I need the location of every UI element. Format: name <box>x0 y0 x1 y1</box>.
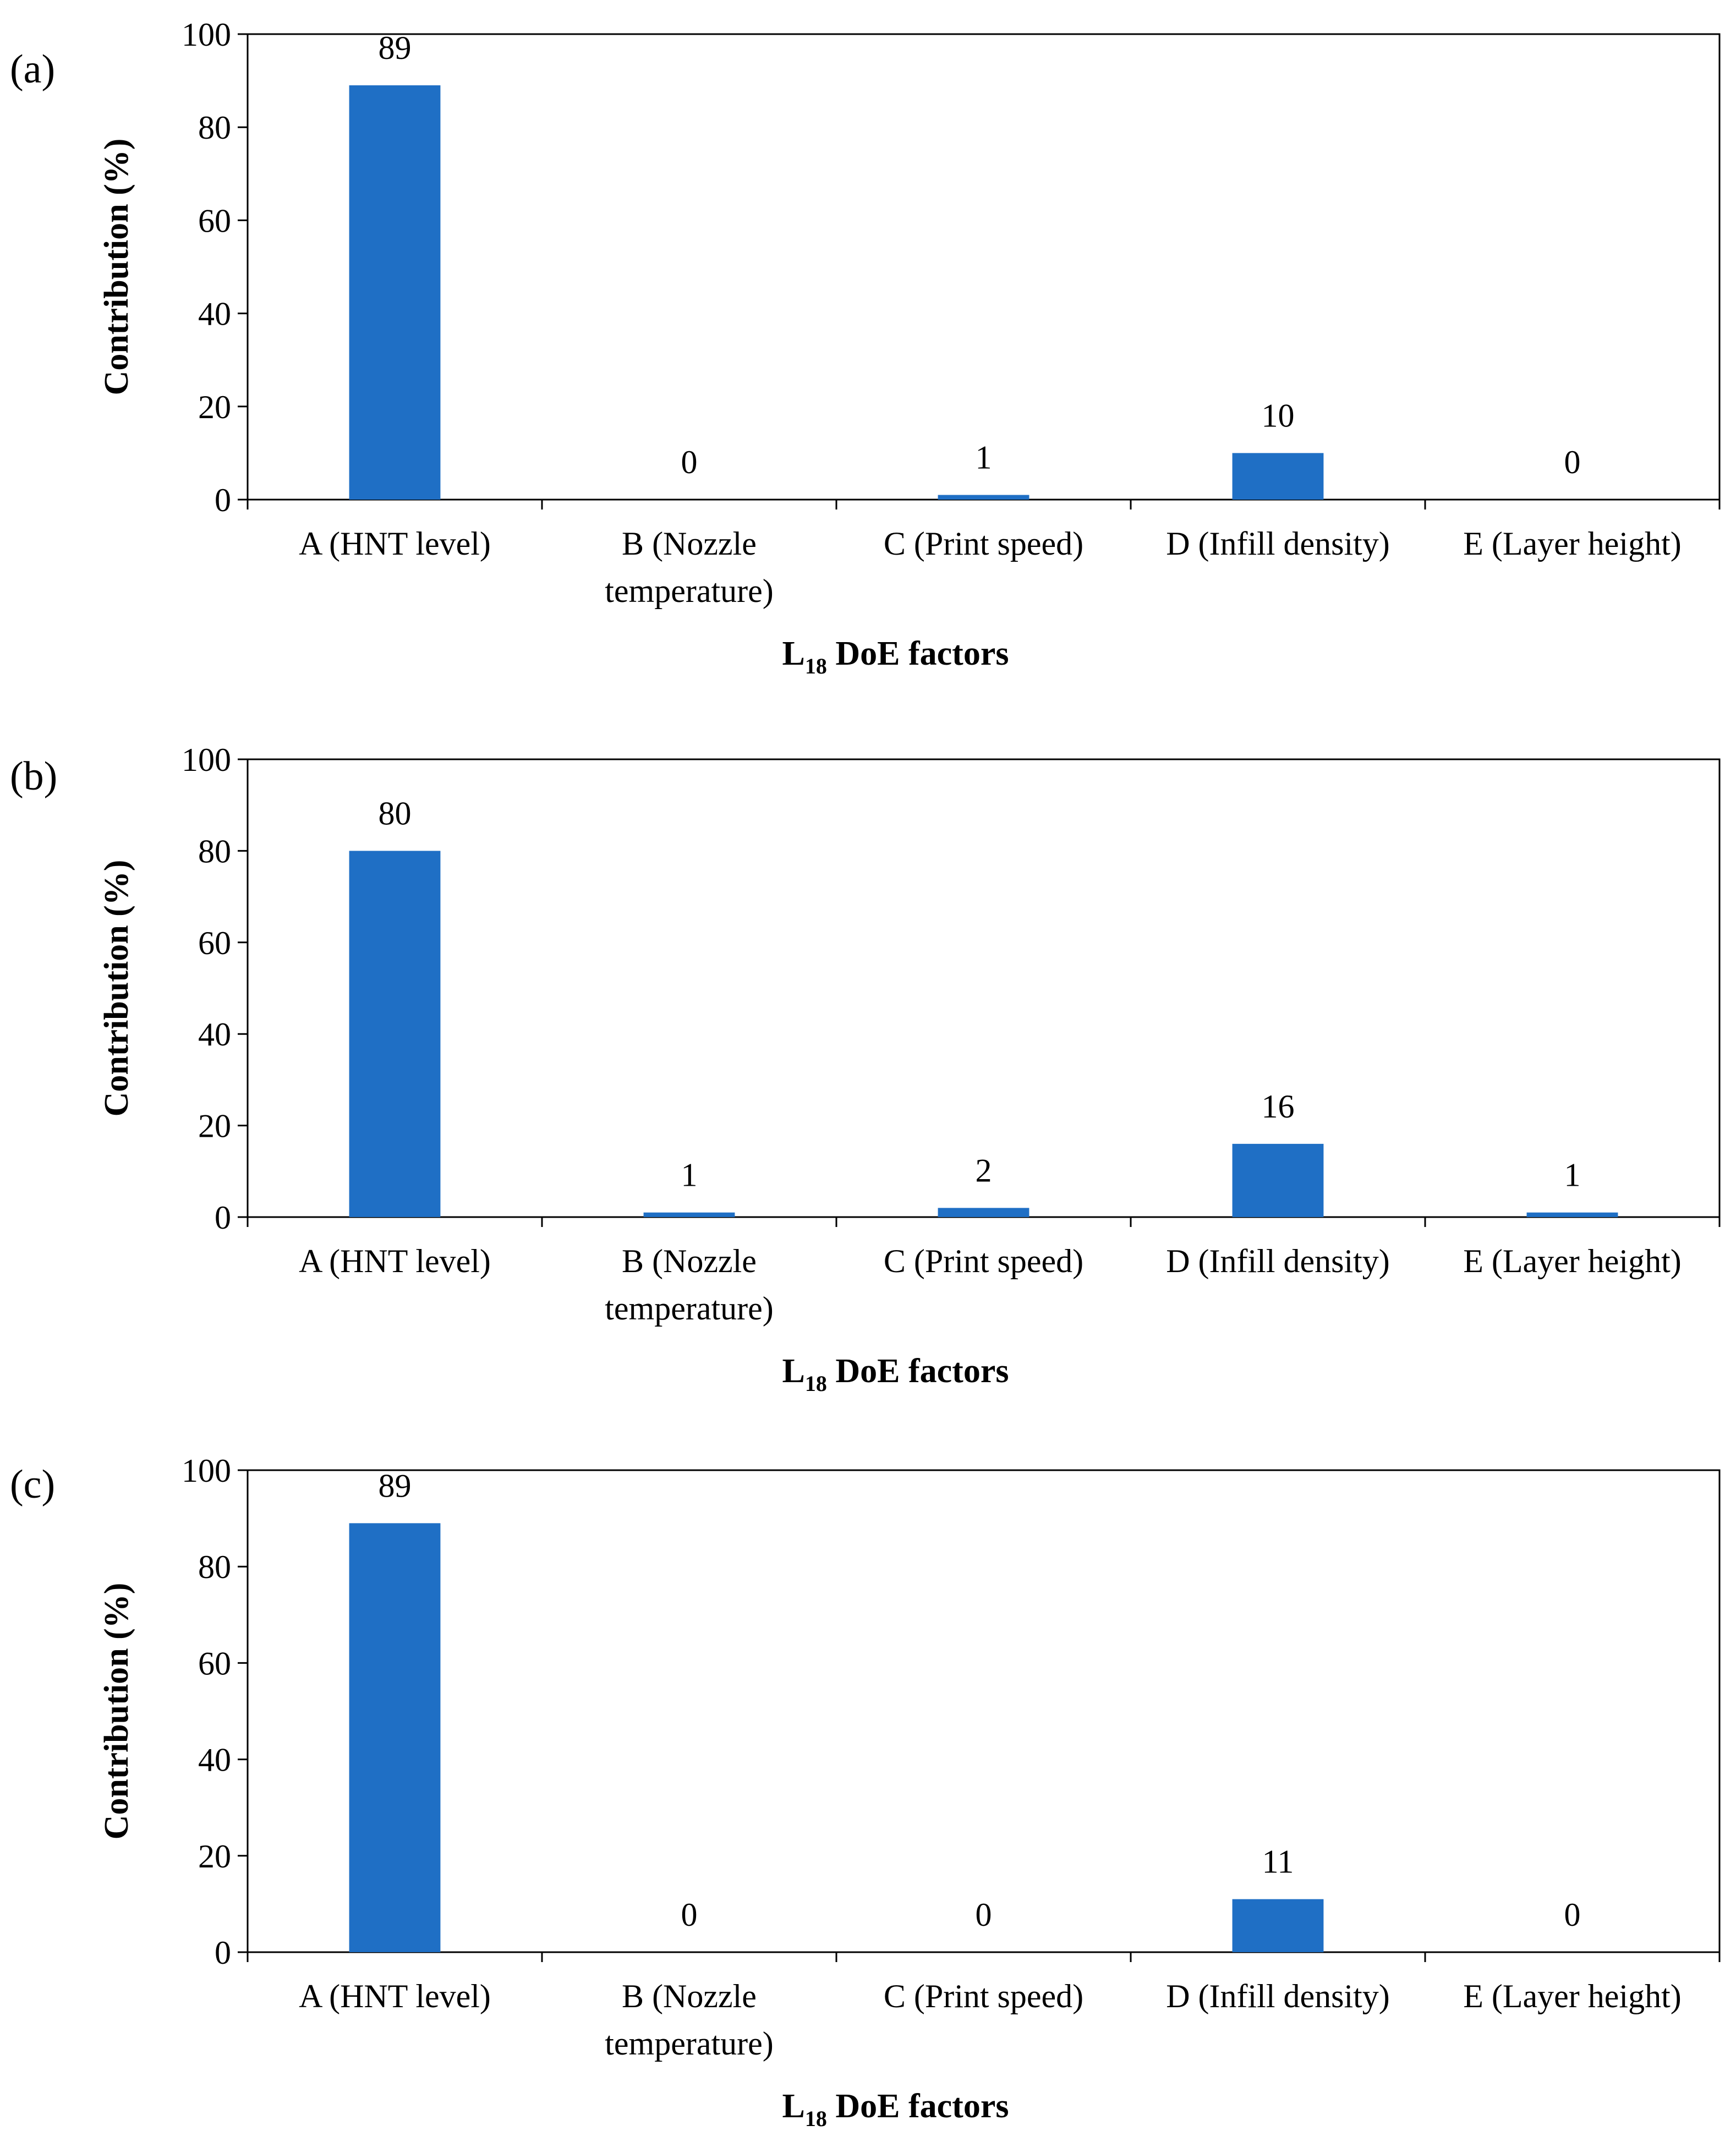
chart-panel-2: (b) 0 20 40 60 80 100 Contribution (%) 80 A (HNT … <box>10 742 1721 1396</box>
bar <box>938 495 1029 500</box>
bar <box>1232 453 1324 500</box>
data-label: 1 <box>1564 1157 1581 1193</box>
bar <box>1232 1143 1324 1217</box>
data-label: 0 <box>976 1897 992 1933</box>
y-axis-title: Contribution (%) <box>98 139 135 396</box>
x-category-label: C (Print speed) <box>884 1243 1083 1279</box>
data-label: 2 <box>976 1152 992 1188</box>
panel-label: (c) <box>10 1462 55 1507</box>
y-tick-label: 40 <box>198 1742 231 1778</box>
x-category-label: B (Nozzle temperature) <box>605 1243 773 1327</box>
y-tick-label: 0 <box>215 1199 231 1236</box>
x-category-label: B (Nozzle temperature) <box>605 1978 773 2062</box>
y-tick-label: 80 <box>198 1549 231 1585</box>
x-category-label: C (Print speed) <box>884 525 1083 562</box>
data-label: 11 <box>1262 1844 1294 1880</box>
y-tick-label: 60 <box>198 1645 231 1681</box>
x-axis-title: L18 DoE factors <box>782 1352 1009 1396</box>
y-tick-label: 60 <box>198 925 231 961</box>
data-label: 0 <box>681 1897 698 1933</box>
plot-frame <box>247 33 1721 501</box>
x-category-label: E (Layer height) <box>1463 1243 1681 1279</box>
panel-label: (b) <box>10 754 57 799</box>
y-axis-title: Contribution (%) <box>98 860 135 1117</box>
y-tick-label: 80 <box>198 833 231 869</box>
plot-frame <box>247 758 1721 1218</box>
x-category-label: C (Print speed) <box>884 1978 1083 2014</box>
data-label: 10 <box>1262 397 1295 434</box>
y-tick-label: 40 <box>198 296 231 332</box>
bar <box>643 1212 735 1217</box>
y-axis-title: Contribution (%) <box>98 1583 135 1840</box>
bar <box>349 1523 441 1952</box>
data-label: 80 <box>379 795 412 831</box>
y-tick-label: 20 <box>198 1108 231 1144</box>
data-label: 1 <box>681 1157 698 1193</box>
data-label: 89 <box>379 30 412 66</box>
x-category-label: D (Infill density) <box>1166 1243 1390 1279</box>
y-tick-label: 0 <box>215 1935 231 1971</box>
x-category-label: A (HNT level) <box>299 1978 491 2014</box>
y-tick-label: 100 <box>182 17 231 53</box>
x-category-label: E (Layer height) <box>1463 525 1681 562</box>
bar <box>349 85 441 500</box>
bar <box>1232 1899 1324 1952</box>
bar <box>938 1208 1029 1217</box>
data-label: 0 <box>1564 1897 1581 1933</box>
y-tick-label: 20 <box>198 1838 231 1875</box>
x-category-label: E (Layer height) <box>1463 1978 1681 2014</box>
x-axis-title: L18 DoE factors <box>782 635 1009 678</box>
bar <box>349 851 441 1217</box>
y-tick-label: 80 <box>198 109 231 146</box>
data-label: 0 <box>681 444 698 480</box>
data-label: 1 <box>976 440 992 476</box>
panel-label: (a) <box>10 47 55 92</box>
chart-panel-3: (c) 0 20 40 60 80 100 Contribution (%) 89 A (HNT … <box>10 1453 1721 2131</box>
x-category-label: B (Nozzle temperature) <box>605 525 773 609</box>
y-tick-label: 60 <box>198 202 231 239</box>
x-category-label: A (HNT level) <box>299 1243 491 1279</box>
data-label: 89 <box>379 1467 412 1504</box>
x-axis-title: L18 DoE factors <box>782 2088 1009 2131</box>
bar <box>1526 1212 1618 1217</box>
y-tick-label: 0 <box>215 482 231 518</box>
x-category-label: D (Infill density) <box>1166 1978 1390 2014</box>
plot-frame <box>247 1469 1721 1953</box>
y-tick-label: 40 <box>198 1016 231 1053</box>
y-tick-label: 20 <box>198 389 231 425</box>
x-category-label: A (HNT level) <box>299 525 491 562</box>
data-label: 16 <box>1262 1088 1295 1125</box>
data-label: 0 <box>1564 444 1581 480</box>
x-category-label: D (Infill density) <box>1166 525 1390 562</box>
y-tick-label: 100 <box>182 742 231 778</box>
y-tick-label: 100 <box>182 1453 231 1489</box>
